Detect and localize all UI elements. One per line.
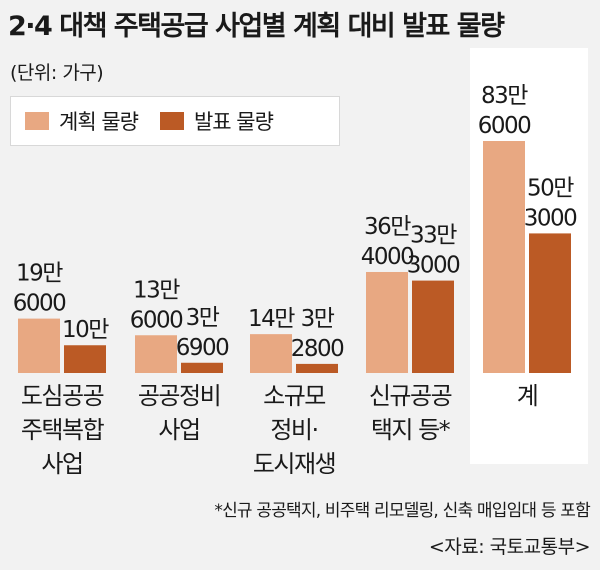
legend-label-planned: 계획 물량 — [59, 110, 139, 134]
data-label: 10만 — [62, 317, 109, 343]
data-label: 3만 — [301, 306, 335, 332]
bar-announced — [181, 362, 223, 373]
data-label: 3000 — [524, 205, 577, 231]
data-label: 36만 — [364, 214, 411, 240]
data-label: 3만 — [186, 305, 220, 331]
data-label: 19만 — [16, 261, 63, 287]
bar-planned — [250, 334, 292, 373]
legend-item-planned: 계획 물량 — [25, 106, 139, 136]
category-label: 소규모 — [263, 382, 325, 410]
bar-announced — [296, 363, 338, 373]
chart-title: 2·4 대책 주택공급 사업별 계획 대비 발표 물량 — [8, 11, 505, 42]
bar-announced — [529, 233, 571, 373]
data-label: 4000 — [361, 244, 414, 270]
bar-planned — [135, 335, 177, 373]
data-label: 6000 — [13, 291, 66, 317]
category-label: 택지 등* — [371, 416, 451, 444]
category-label: 도시재생 — [253, 450, 335, 478]
data-label: 14만 — [248, 306, 295, 332]
category-label: 신규공공 — [369, 382, 452, 410]
category-label: 사업 — [41, 450, 82, 478]
category-label: 정비· — [270, 416, 317, 444]
legend: 계획 물량 발표 물량 — [10, 96, 340, 146]
data-label: 13만 — [133, 277, 180, 303]
category-label: 사업 — [158, 416, 199, 444]
category-label: 도심공공 — [21, 382, 104, 410]
category-label: 계 — [517, 382, 538, 410]
data-label: 2800 — [291, 336, 344, 362]
category-label: 주택복합 — [21, 416, 105, 444]
category-label: 공공정비 — [138, 382, 220, 410]
legend-label-announced: 발표 물량 — [193, 110, 274, 134]
bar-announced — [412, 280, 454, 373]
data-label: 50만 — [527, 175, 574, 201]
legend-swatch-planned — [25, 112, 49, 130]
data-label: 6900 — [176, 335, 229, 361]
legend-swatch-announced — [159, 112, 184, 130]
source-note: <자료: 국토교통부> — [428, 536, 591, 558]
legend-item-announced: 발표 물량 — [159, 106, 274, 136]
data-label: 6000 — [478, 113, 531, 139]
footnote: *신규 공공택지, 비주택 리모델링, 신축 매입임대 등 포함 — [214, 501, 590, 521]
data-label: 3000 — [407, 253, 460, 279]
data-label: 83만 — [481, 83, 528, 109]
bar-planned — [366, 271, 408, 373]
bar-planned — [483, 141, 525, 373]
bar-planned — [18, 318, 60, 373]
data-label: 6000 — [130, 307, 183, 333]
data-label: 33만 — [410, 223, 457, 249]
bar-announced — [64, 345, 106, 373]
unit-label: (단위: 가구) — [10, 62, 104, 84]
